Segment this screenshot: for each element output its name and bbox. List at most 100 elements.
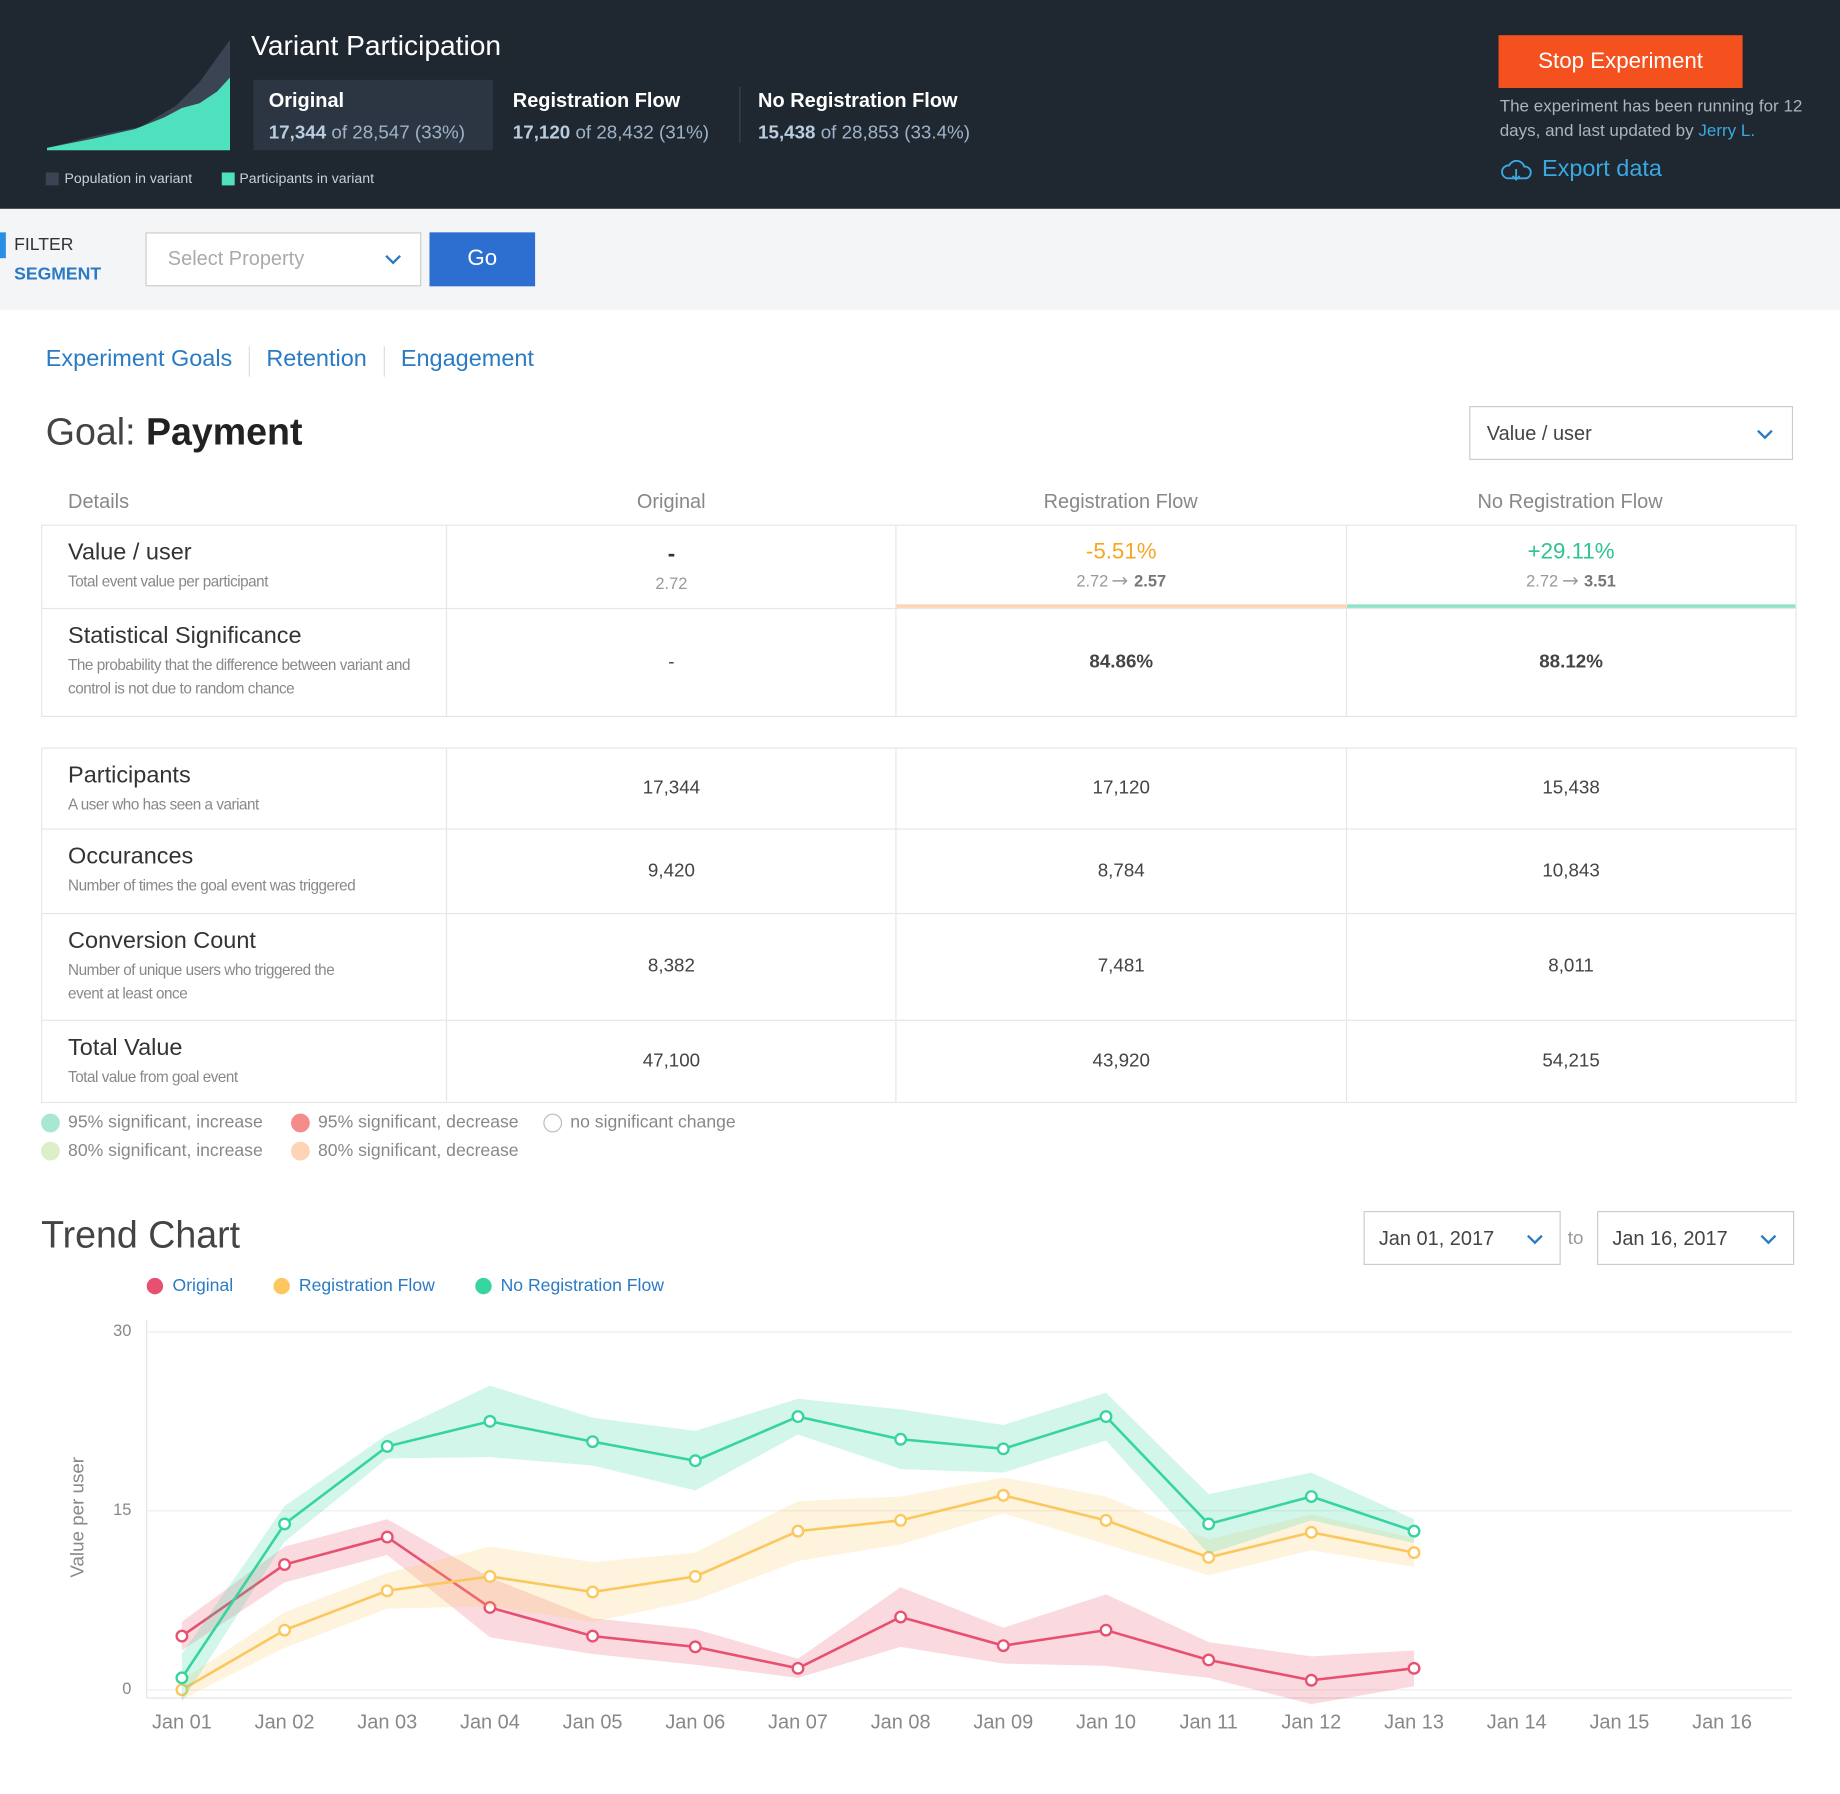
x-tick-label: Jan 12 [1281, 1712, 1341, 1734]
arrow-icon [1562, 576, 1578, 585]
data-point [1407, 1661, 1421, 1675]
trend-chart: 0 15 30 Value per user Jan 01 Jan 02 Jan 03 Jan… [66, 1320, 1792, 1734]
table-row: Conversion Count Number of unique users w… [42, 912, 1796, 1020]
go-button[interactable]: Go [429, 232, 536, 287]
cell: 8,784 [897, 829, 1347, 913]
filter-bar: FILTER SEGMENT Select Property Go [0, 208, 1840, 310]
date-to-select[interactable]: Jan 16, 2017 [1597, 1211, 1795, 1266]
legend-dot [146, 1277, 164, 1294]
table-row: Value / user Total event value per partic… [42, 525, 1796, 608]
row-desc: Total value from goal event [68, 1067, 238, 1086]
goal-name: Payment [145, 410, 303, 453]
cell-sub: 2.72 [655, 573, 687, 592]
tab[interactable]: Engagement [400, 346, 534, 372]
row-title: Total Value [68, 1035, 183, 1061]
x-tick-label: Jan 05 [563, 1712, 623, 1734]
cell: 9,420 [447, 829, 897, 913]
cell: 54,215 [1347, 1021, 1796, 1102]
user-link[interactable]: Jerry L. [1698, 122, 1756, 141]
row-desc: The probability that the difference betw… [68, 655, 411, 698]
x-tick-label: Jan 16 [1692, 1712, 1752, 1734]
x-tick-label: Jan 06 [665, 1712, 725, 1734]
chevron [1760, 1234, 1777, 1245]
cell-value: 8,382 [647, 956, 695, 977]
arrow-icon [1113, 576, 1129, 585]
legend-dot [543, 1113, 563, 1132]
y-tick-label: 15 [113, 1501, 131, 1519]
variant-detail: 15,438 of 28,853 (33.4%) [758, 123, 970, 144]
table-row: Participants A user who has seen a varian… [42, 748, 1795, 829]
goal-label: Goal: [45, 410, 136, 453]
stop-experiment-button[interactable]: Stop Experiment [1498, 35, 1743, 89]
variant-total: of 28,853 (33.4%) [820, 123, 970, 144]
date-from-select[interactable]: Jan 01, 2017 [1363, 1211, 1561, 1266]
goal-heading: Goal: Payment [46, 411, 303, 454]
variant-count: 17,344 [268, 123, 327, 144]
cell: 47,100 [447, 1020, 897, 1102]
confidence-band [181, 1519, 1415, 1705]
table-row: Statistical Significance The probability … [42, 607, 1796, 716]
legend-item: Original [146, 1276, 233, 1296]
column-header: No Registration Flow [1477, 490, 1663, 513]
to-value: 3.51 [1583, 571, 1616, 591]
legend-label: Registration Flow [298, 1275, 435, 1296]
data-point [278, 1623, 292, 1637]
cell: - [447, 609, 897, 716]
legend-label: 80% significant, decrease [318, 1140, 519, 1161]
x-tick-label: Jan 04 [460, 1712, 520, 1734]
cell-value: 15,438 [1542, 778, 1600, 798]
variant-detail: 17,344 of 28,547 (33%) [269, 123, 478, 144]
legend-label: 95% significant, increase [68, 1112, 263, 1133]
chevron [385, 254, 401, 265]
row-label: Conversion Count Number of unique users w… [42, 914, 448, 1020]
cell-sub: 2.72 2.57 [1076, 571, 1166, 590]
metrics-table: Participants A user who has seen a varian… [41, 747, 1797, 1104]
data-point [278, 1517, 292, 1531]
legend-item: 80% significant, decrease [291, 1141, 519, 1161]
data-point [894, 1432, 908, 1446]
data-point [791, 1661, 805, 1675]
cell-value: 47,100 [642, 1050, 701, 1071]
row-label: Statistical Significance The probability … [42, 609, 448, 716]
row-title: Occurances [68, 843, 194, 870]
header-title: Variant Participation [251, 30, 502, 63]
cell: - 2.72 [447, 525, 897, 608]
summary-table: Value / user Total event value per partic… [41, 524, 1797, 717]
participation-sparkline [46, 39, 231, 151]
x-tick-label: Jan 02 [255, 1712, 315, 1734]
legend-item: 95% significant, increase [41, 1112, 263, 1132]
data-point [1099, 1623, 1113, 1637]
legend-item: No Registration Flow [474, 1276, 664, 1296]
tab[interactable]: Retention [266, 346, 367, 372]
to-value: 2.57 [1134, 571, 1167, 591]
export-link[interactable]: Export data [1500, 156, 1662, 183]
status: The experiment has been running for 12 d… [1499, 97, 1803, 141]
data-point [175, 1629, 189, 1643]
legend-dot [291, 1113, 310, 1132]
y-axis-label: Value per user [66, 1457, 87, 1578]
legend-swatch [221, 172, 235, 186]
data-point [1202, 1550, 1216, 1564]
table-row: Total Value Total value from goal event 47… [42, 1019, 1796, 1102]
filter-label: FILTER [14, 234, 74, 255]
date-to: Jan 16, 2017 [1612, 1227, 1728, 1250]
x-tick-label: Jan 09 [973, 1712, 1033, 1734]
cell-change: - [667, 541, 676, 567]
column-header: Original [636, 490, 706, 513]
column-header: Details [68, 490, 130, 513]
cell-value: 84.86% [1089, 651, 1154, 672]
tab[interactable]: Experiment Goals [45, 346, 233, 372]
cell-sub: 2.72 3.51 [1526, 571, 1616, 590]
property-select[interactable]: Select Property [145, 232, 422, 287]
x-tick-label: Jan 03 [357, 1712, 417, 1734]
data-point [586, 1585, 600, 1599]
row-desc: Number of times the goal event was trigg… [68, 876, 356, 895]
metric-value: Value / user [1486, 422, 1592, 445]
metric-select[interactable]: Value / user [1469, 406, 1794, 461]
data-point [1304, 1673, 1318, 1687]
cloud-icon [1501, 159, 1532, 181]
trend-title: Trend Chart [41, 1213, 241, 1256]
data-point [1099, 1410, 1113, 1424]
